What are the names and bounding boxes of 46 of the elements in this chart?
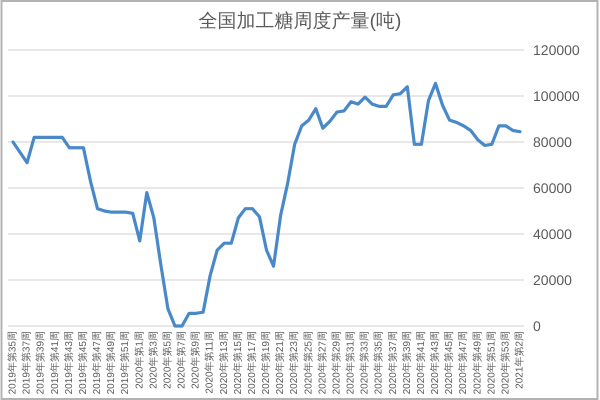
x-tick-label: 2020年第13周 <box>218 331 230 394</box>
x-tick-label: 2020年第5周 <box>161 331 174 389</box>
x-tick-label: 2020年第45周 <box>443 331 456 394</box>
y-tick-label: 60000 <box>533 180 572 196</box>
x-tick-label: 2019年第35周 <box>6 331 18 394</box>
x-tick-label: 2020年第23周 <box>288 331 300 394</box>
x-tick-label: 2020年第11周 <box>204 331 216 394</box>
x-tick-label: 2020年第3周 <box>147 331 160 389</box>
x-tick-label: 2020年第35周 <box>372 331 385 394</box>
chart-title: 全国加工糖周度产量(吨) <box>198 10 402 32</box>
x-tick-label: 2020年第33周 <box>358 331 371 394</box>
x-tick-label: 2020年第47周 <box>457 331 470 394</box>
y-tick-label: 100000 <box>533 88 580 104</box>
y-tick-label: 40000 <box>533 226 572 242</box>
x-tick-label: 2020年第27周 <box>316 331 328 394</box>
x-tick-label: 2019年第37周 <box>20 331 33 394</box>
x-tick-label: 2019年第45周 <box>76 331 89 394</box>
x-tick-label: 2019年第43周 <box>62 331 75 394</box>
x-tick-label: 2020年第43周 <box>429 331 441 394</box>
x-tick-label: 2020年第41周 <box>414 331 427 394</box>
x-tick-label: 2020年第31周 <box>344 331 356 394</box>
x-tick-label: 2020年第17周 <box>246 331 258 394</box>
x-tick-label: 2020年第9周 <box>190 331 202 389</box>
x-tick-label: 2019年第49周 <box>105 331 118 394</box>
x-tick-label: 2019年第41周 <box>48 331 61 394</box>
x-tick-label: 2019年第39周 <box>34 331 47 394</box>
x-tick-label: 2020年第15周 <box>232 331 244 394</box>
x-tick-label: 2021年第2周 <box>514 331 526 389</box>
line-series <box>11 82 522 328</box>
y-tick-label: 0 <box>533 318 541 334</box>
x-tick-label: 2020年第51周 <box>485 331 498 394</box>
y-tick-label: 80000 <box>533 134 572 150</box>
x-tick-label: 2020年第29周 <box>330 331 342 394</box>
x-tick-label: 2020年第39周 <box>400 331 413 394</box>
x-tick-label: 2020年第49周 <box>471 331 484 394</box>
x-tick-label: 2020年第19周 <box>260 331 272 394</box>
y-tick-label: 120000 <box>533 42 580 58</box>
x-tick-label: 2019年第47周 <box>91 331 103 394</box>
x-tick-label: 2020年第1周 <box>133 331 146 389</box>
x-tick-label: 2020年第53周 <box>499 331 512 394</box>
x-tick-label: 2020年第7周 <box>176 331 188 389</box>
x-tick-label: 2019年第51周 <box>119 331 132 394</box>
y-tick-label: 20000 <box>533 272 572 288</box>
x-tick-label: 2020年第25周 <box>302 331 314 394</box>
x-tick-label: 2020年第37周 <box>386 331 399 394</box>
x-tick-label: 2020年第21周 <box>274 331 286 394</box>
